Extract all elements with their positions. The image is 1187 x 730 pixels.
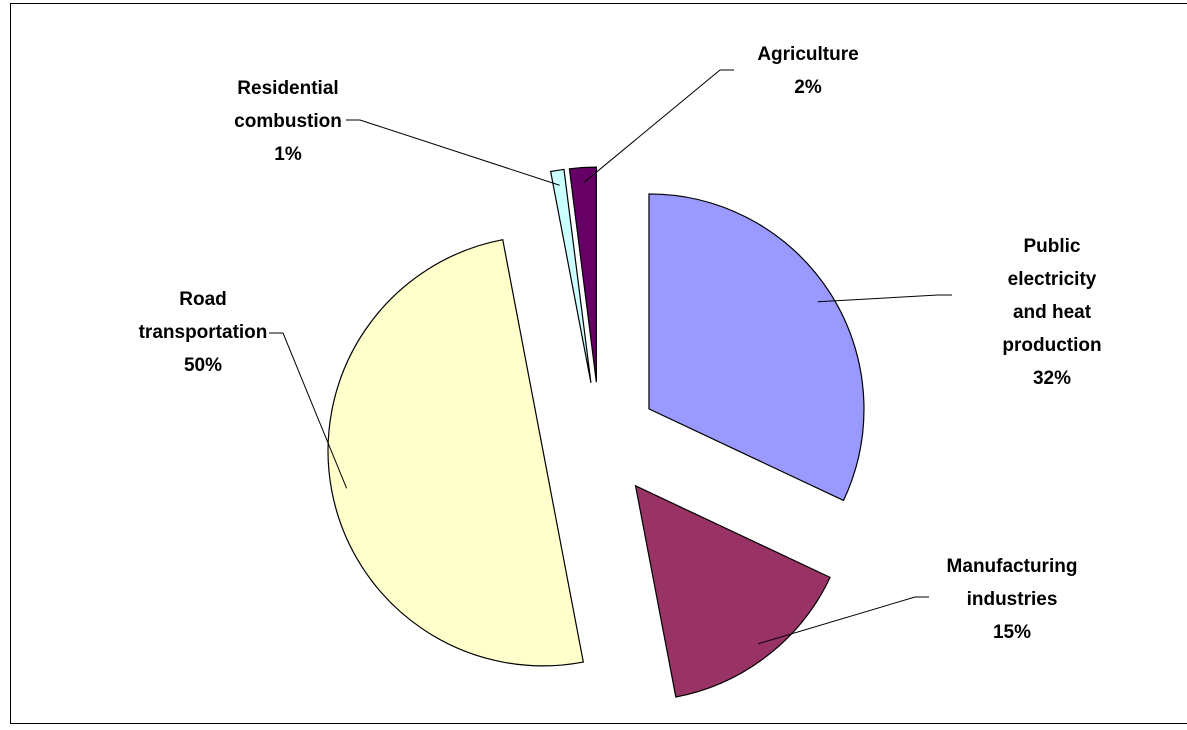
data-label: Public electricity and heat production 32…: [985, 230, 1120, 395]
pie-slice: [648, 193, 865, 502]
leader-line: [583, 69, 734, 183]
category-label: Manufacturing industries: [946, 556, 1078, 610]
leader-line: [269, 332, 348, 489]
value-label: 15%: [992, 622, 1032, 643]
category-label: Road transportation: [138, 289, 268, 343]
value-label: 50%: [183, 355, 223, 376]
leader-line: [346, 119, 560, 186]
chart-frame: [10, 3, 1187, 724]
pie-slice: [634, 484, 831, 698]
pie-slice: [568, 166, 597, 383]
data-label: Road transportation 50%: [139, 283, 268, 382]
pie-slice: [327, 238, 585, 667]
data-label: Manufacturing industries 15%: [947, 550, 1078, 649]
category-label: Agriculture: [757, 44, 859, 65]
value-label: 1%: [274, 144, 302, 165]
leader-line: [817, 294, 952, 303]
value-label: 32%: [1032, 368, 1072, 389]
data-label: Residential combustion 1%: [234, 72, 342, 171]
leader-line: [757, 596, 929, 645]
pie-slice: [549, 168, 592, 383]
data-label: Agriculture 2%: [757, 38, 858, 104]
value-label: 2%: [794, 77, 822, 98]
category-label: Public electricity and heat production: [1002, 236, 1102, 356]
category-label: Residential combustion: [234, 78, 342, 132]
